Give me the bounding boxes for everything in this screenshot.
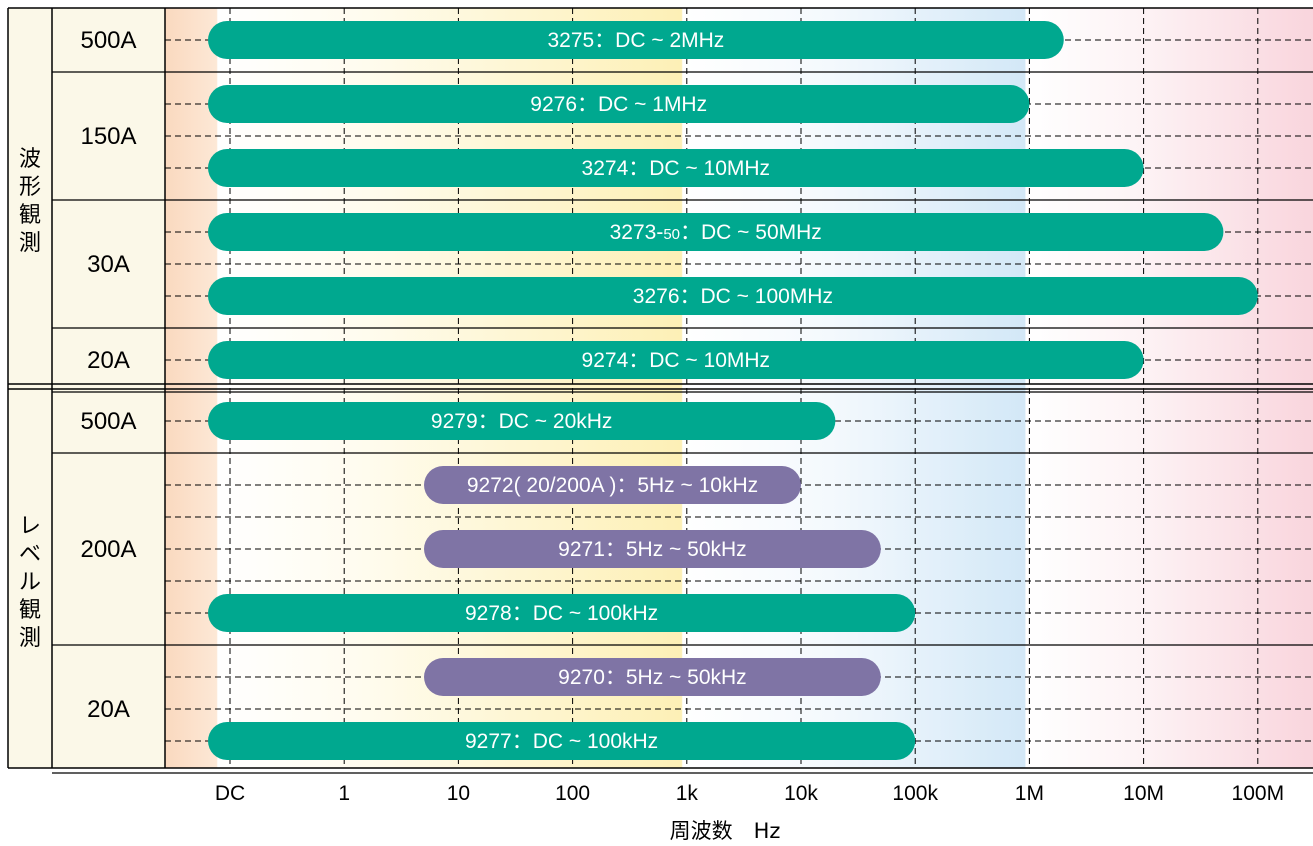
range-bar <box>208 21 1064 59</box>
bar-label: 3275：DC ~ 2MHz <box>547 29 724 52</box>
current-rating-label: 150A <box>80 123 136 150</box>
current-rating-label: 200A <box>80 536 136 563</box>
range-bar <box>208 594 916 632</box>
range-bar <box>208 213 1224 251</box>
group-label: レベル観測 <box>19 514 41 651</box>
bar-label: 9279：DC ~ 20kHz <box>431 410 613 433</box>
group-label: 波形観測 <box>19 147 41 256</box>
current-rating-label: 500A <box>80 27 136 54</box>
x-tick-label: 10k <box>784 782 818 805</box>
range-bar <box>424 530 881 568</box>
range-bar <box>208 341 1144 379</box>
bar-label: 9272( 20/200A )：5Hz ~ 10kHz <box>467 474 758 497</box>
bar-label: 9271：5Hz ~ 50kHz <box>558 538 747 561</box>
range-bar <box>208 149 1144 187</box>
bar-label: 9278：DC ~ 100kHz <box>465 602 658 625</box>
current-rating-label: 500A <box>80 408 136 435</box>
x-tick-label: 1 <box>338 782 350 805</box>
range-bar <box>208 85 1030 123</box>
x-tick-label: 100k <box>892 782 938 805</box>
x-tick-label: 1k <box>676 782 699 805</box>
x-tick-label: 1M <box>1015 782 1044 805</box>
x-tick-label: DC <box>215 782 245 805</box>
bar-label: 9274：DC ~ 10MHz <box>582 349 771 372</box>
bar-label: 9276：DC ~ 1MHz <box>530 93 707 116</box>
x-tick-label: 100M <box>1232 782 1285 805</box>
x-axis-label: 周波数 Hz <box>670 819 781 843</box>
range-bar <box>208 277 1258 315</box>
x-tick-label: 100 <box>555 782 590 805</box>
x-tick-label: 10M <box>1123 782 1164 805</box>
current-rating-label: 20A <box>87 347 130 374</box>
bar-label: 3273-50：DC ~ 50MHz <box>610 221 822 244</box>
range-bar <box>424 658 881 696</box>
current-rating-label: 20A <box>87 696 130 723</box>
current-rating-label: 30A <box>87 251 130 278</box>
bar-label: 3276：DC ~ 100MHz <box>633 285 833 308</box>
x-tick-label: 10 <box>447 782 470 805</box>
bar-label: 3274：DC ~ 10MHz <box>582 157 771 180</box>
range-bar <box>208 402 836 440</box>
bar-label: 9277：DC ~ 100kHz <box>465 730 658 753</box>
range-bar <box>208 722 916 760</box>
bar-label: 9270：5Hz ~ 50kHz <box>558 666 747 689</box>
range-bar <box>424 466 801 504</box>
